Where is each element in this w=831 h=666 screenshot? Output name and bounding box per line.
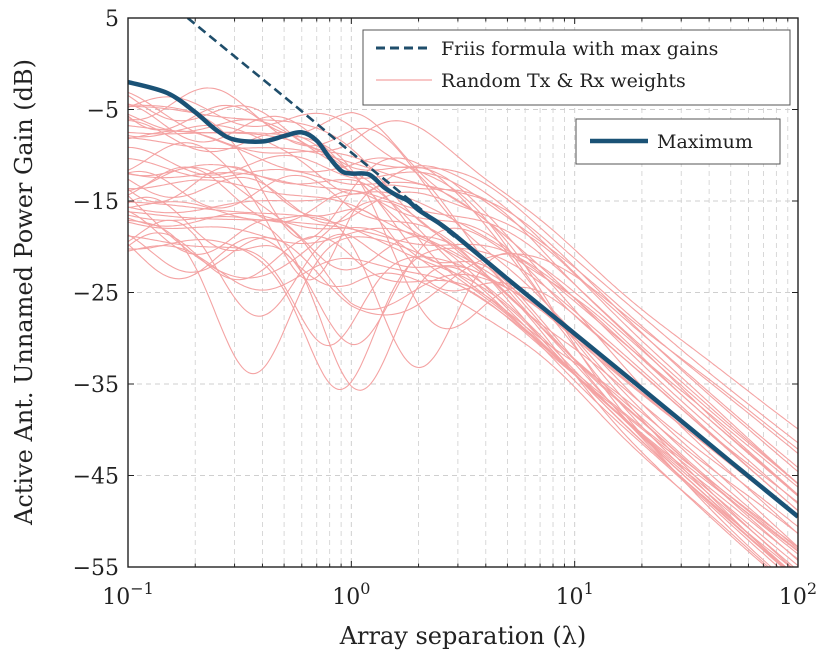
random-weights-curve [128,235,798,517]
y-tick-label: −35 [73,373,119,398]
y-tick-label: 5 [105,7,119,32]
y-axis-label: Active Ant. Unnamed Power Gain (dB) [10,59,38,526]
random-weights-curve [128,96,792,567]
random-weights-curve [128,146,798,454]
legend-top-box [362,29,791,106]
maximum-line [128,79,798,519]
random-weights-curve [128,195,768,567]
random-weights-curve [128,142,798,496]
tick-marks [127,17,798,568]
random-weights-curve [128,245,798,552]
x-tick-label: 100 [332,579,370,610]
random-weights-curve [128,124,798,468]
random-weights-curve [128,219,798,552]
random-weights-curve [128,125,795,567]
x-tick-label: 10−1 [102,579,154,610]
random-weights-curve [128,166,798,555]
random-weights-curve [128,104,798,550]
legend-random-label: Random Tx & Rx weights [441,70,686,92]
random-weights-curve [128,113,798,560]
random-weights-curve [128,95,798,430]
y-tick-label: −5 [87,99,119,124]
x-tick-label: 102 [779,579,817,610]
random-weights-curve [128,201,792,567]
legend-maximum-label: Maximum [657,131,753,153]
legend-friis-label: Friis formula with max gains [441,38,718,60]
x-axis-label: Array separation (λ) [339,622,587,650]
random-weights-curve [128,170,798,528]
series-layer [128,18,798,567]
x-tick-label: 101 [556,579,594,610]
y-tick-label: −25 [73,282,119,307]
random-weights-curve [128,236,770,567]
random-weights-curve [128,172,798,485]
random-weights-curve [128,232,798,534]
random-weights-curve [128,219,798,548]
random-weights-curve [128,163,780,567]
legend-bottom: Maximum [575,118,781,165]
random-weights-curve [128,176,798,484]
random-weights-curve [128,165,785,567]
random-weights-curve [128,136,798,473]
y-tick-label: −45 [73,465,119,490]
random-weights-curve [128,157,798,505]
random-weights-curve [128,210,798,548]
random-weights-curve [128,130,798,444]
random-weights-curve [128,166,798,503]
y-tick-label: −15 [73,190,119,215]
legend-top: Friis formula with max gains Random Tx &… [362,29,791,106]
y-tick-label: −55 [73,556,119,581]
